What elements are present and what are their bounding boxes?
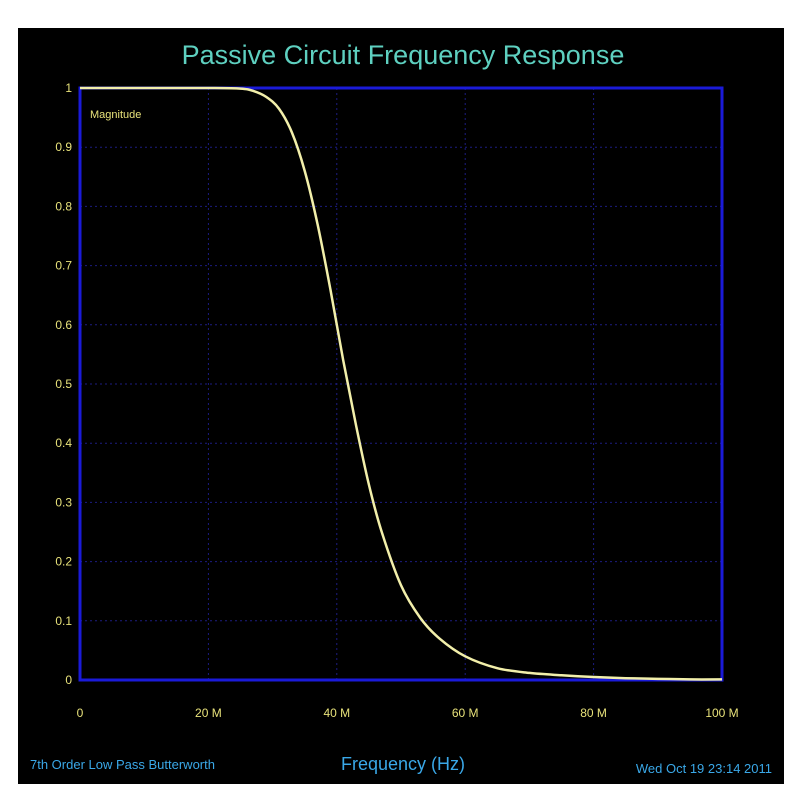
y-tick-labels: 0 0.1 0.2 0.3 0.4 0.5 0.6 0.7 0.8 0.9 1 xyxy=(55,81,72,687)
magnitude-curve xyxy=(80,86,723,681)
grid-lines xyxy=(80,88,722,680)
filter-description: 7th Order Low Pass Butterworth xyxy=(30,757,215,772)
chart-title: Passive Circuit Frequency Response xyxy=(182,40,625,70)
y-tick-label: 1 xyxy=(65,81,72,95)
x-tick-label: 20 M xyxy=(195,706,222,720)
y-tick-label: 0.8 xyxy=(55,199,72,213)
x-tick-label: 0 xyxy=(77,706,84,720)
x-axis-label: Frequency (Hz) xyxy=(341,754,465,774)
x-tick-label: 100 M xyxy=(705,706,738,720)
frequency-response-chart: Passive Circuit Frequency Response 00.10… xyxy=(30,40,772,776)
timestamp: Wed Oct 19 23:14 2011 xyxy=(636,761,772,776)
y-tick-label: 0.6 xyxy=(55,318,72,332)
y-tick-label: 0.4 xyxy=(55,436,72,450)
x-tick-label: 60 M xyxy=(452,706,479,720)
chart-screen: Passive Circuit Frequency Response 0 0.1 0… xyxy=(18,28,784,784)
y-tick-label: 0 xyxy=(65,673,72,687)
plot-border xyxy=(78,86,724,682)
x-tick-label: 80 M xyxy=(580,706,607,720)
y-tick-label: 0.1 xyxy=(55,614,72,628)
y-tick-label: 0.5 xyxy=(55,377,72,391)
plot-label-magnitude: Magnitude xyxy=(90,109,141,121)
y-tick-label: 0.3 xyxy=(55,495,72,509)
x-tick-label: 40 M xyxy=(323,706,350,720)
y-tick-label: 0.7 xyxy=(55,259,72,273)
x-tick-labels: 0 20 M 40 M 60 M 80 M 100 M xyxy=(77,706,739,720)
y-tick-label: 0.2 xyxy=(55,555,72,569)
y-tick-label: 0.9 xyxy=(55,140,72,154)
